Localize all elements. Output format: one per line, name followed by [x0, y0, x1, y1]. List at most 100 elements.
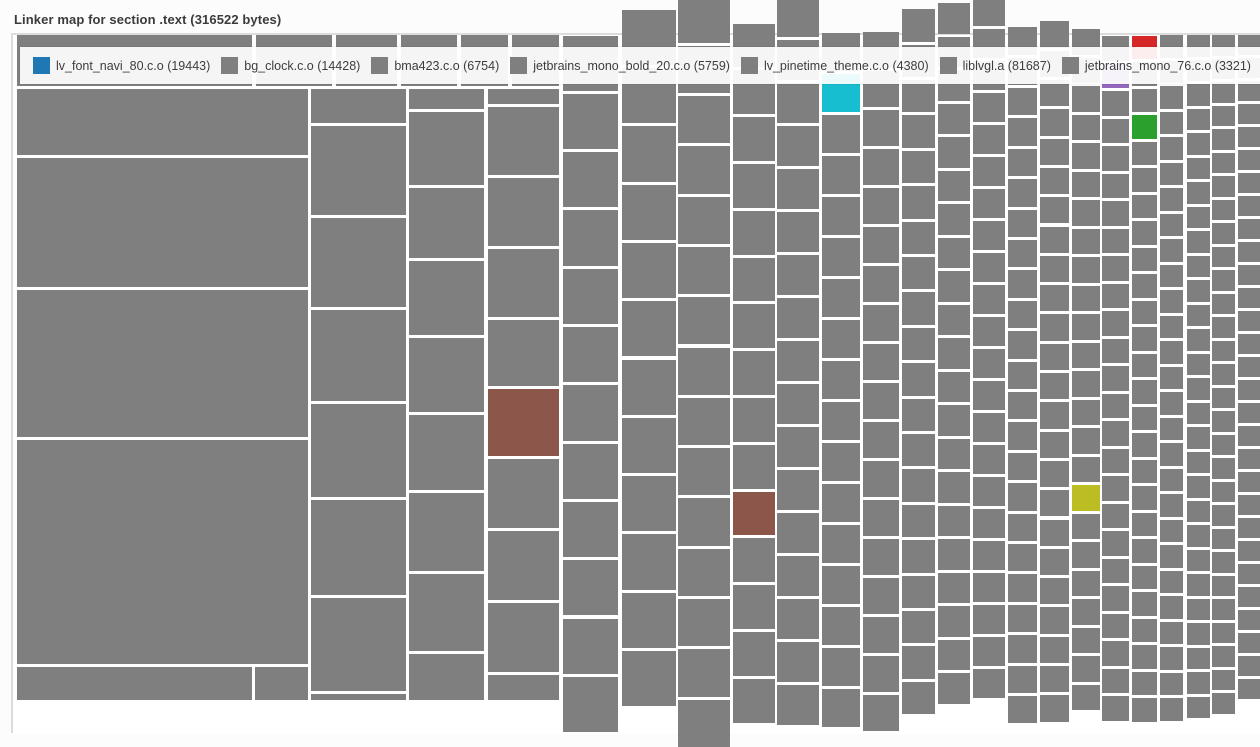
treemap-cell[interactable]	[1212, 575, 1235, 596]
treemap-cell[interactable]	[1160, 137, 1183, 160]
treemap-cell[interactable]	[1238, 311, 1260, 331]
treemap-cell[interactable]	[1187, 329, 1210, 351]
treemap-cell[interactable]	[1212, 270, 1235, 291]
treemap-cell[interactable]	[1072, 114, 1100, 140]
treemap-cell[interactable]	[1102, 531, 1129, 556]
treemap-cell[interactable]	[1160, 264, 1183, 287]
treemap-cell[interactable]	[1212, 317, 1235, 338]
treemap-cell[interactable]	[17, 290, 308, 437]
treemap-cell[interactable]	[733, 678, 775, 723]
treemap-cell[interactable]	[678, 96, 730, 144]
treemap-cell[interactable]	[1238, 104, 1260, 124]
treemap-cell[interactable]	[822, 648, 860, 686]
treemap-cell[interactable]	[1187, 108, 1210, 130]
treemap-cell[interactable]	[1132, 327, 1157, 351]
treemap-cell[interactable]	[1102, 586, 1129, 611]
treemap-cell[interactable]	[1132, 221, 1157, 245]
treemap-cell[interactable]	[777, 341, 819, 381]
treemap-cell[interactable]	[1187, 304, 1210, 326]
treemap-cell[interactable]	[938, 539, 970, 570]
treemap-cell[interactable]	[1160, 392, 1183, 415]
treemap-cell[interactable]	[1212, 505, 1235, 526]
treemap-cell[interactable]	[938, 204, 970, 235]
treemap-cell[interactable]	[1187, 280, 1210, 302]
treemap-cell[interactable]	[973, 317, 1005, 346]
treemap-cell[interactable]	[1238, 357, 1260, 377]
treemap-cell[interactable]	[311, 404, 406, 497]
treemap-cell[interactable]	[1008, 665, 1037, 693]
treemap-cell[interactable]	[1102, 118, 1129, 143]
treemap-cell[interactable]	[1072, 285, 1100, 311]
treemap-cell[interactable]	[938, 304, 970, 335]
treemap-cell[interactable]	[1008, 513, 1037, 541]
treemap-cell[interactable]	[622, 651, 676, 707]
treemap-cell[interactable]	[678, 246, 730, 295]
treemap-cell[interactable]	[1132, 353, 1157, 377]
treemap-cell[interactable]	[733, 210, 775, 255]
treemap-cell[interactable]	[678, 146, 730, 194]
treemap-cell[interactable]	[1212, 364, 1235, 385]
treemap-cell[interactable]	[409, 112, 484, 185]
treemap-cell[interactable]	[678, 0, 730, 43]
treemap-cell[interactable]	[1132, 406, 1157, 430]
treemap-cell[interactable]	[1008, 118, 1037, 146]
treemap-cell[interactable]	[902, 575, 935, 608]
treemap-cell[interactable]	[1040, 226, 1069, 253]
treemap-cell[interactable]	[1132, 512, 1157, 536]
treemap-cell[interactable]	[1132, 300, 1157, 324]
treemap-cell[interactable]	[973, 253, 1005, 282]
treemap-cell[interactable]	[1212, 434, 1235, 455]
treemap-cell[interactable]	[409, 261, 484, 335]
treemap-cell[interactable]	[1132, 433, 1157, 457]
treemap-cell[interactable]	[973, 189, 1005, 218]
treemap-cell[interactable]	[563, 268, 618, 324]
treemap-cell[interactable]	[1072, 570, 1100, 596]
treemap-cell[interactable]	[1102, 311, 1129, 336]
treemap-cell[interactable]	[1187, 427, 1210, 449]
treemap-cell[interactable]	[1212, 129, 1235, 150]
treemap-cell[interactable]	[1008, 148, 1037, 177]
treemap-cell[interactable]	[311, 598, 406, 691]
treemap-cell[interactable]	[733, 117, 775, 161]
treemap-cell[interactable]	[1160, 341, 1183, 364]
treemap-cell[interactable]	[822, 443, 860, 481]
treemap-cell[interactable]	[1132, 618, 1157, 642]
treemap-cell[interactable]	[863, 266, 899, 302]
treemap-cell[interactable]	[733, 304, 775, 349]
treemap-cell[interactable]	[777, 556, 819, 596]
treemap-cell[interactable]	[822, 525, 860, 563]
treemap-cell[interactable]	[733, 398, 775, 442]
treemap-cell[interactable]	[1160, 213, 1183, 236]
treemap-cell[interactable]	[17, 440, 308, 664]
treemap-cell[interactable]	[863, 227, 899, 263]
treemap-cell[interactable]	[1102, 338, 1129, 363]
treemap-cell[interactable]	[1040, 460, 1069, 488]
treemap-cell[interactable]	[1238, 541, 1260, 561]
treemap-cell[interactable]	[1238, 610, 1260, 630]
treemap-cell[interactable]	[863, 578, 899, 614]
treemap-cell[interactable]	[1160, 315, 1183, 338]
treemap-cell[interactable]	[1008, 696, 1037, 724]
treemap-cell[interactable]	[1132, 565, 1157, 589]
treemap-cell[interactable]	[488, 107, 559, 175]
treemap-cell[interactable]	[1238, 633, 1260, 653]
treemap-cell[interactable]	[863, 149, 899, 185]
treemap-cell[interactable]	[563, 93, 618, 150]
treemap-cell[interactable]	[1008, 179, 1037, 207]
treemap-cell[interactable]	[1040, 607, 1069, 634]
treemap-cell[interactable]	[1160, 621, 1183, 644]
treemap-cell[interactable]	[1212, 481, 1235, 502]
treemap-cell[interactable]	[1072, 143, 1100, 169]
treemap-cell[interactable]	[1238, 150, 1260, 170]
treemap-cell[interactable]	[733, 164, 775, 208]
treemap-cell[interactable]	[733, 538, 775, 583]
treemap-cell-highlight[interactable]	[1072, 485, 1100, 511]
treemap-cell[interactable]	[1238, 656, 1260, 676]
treemap-cell[interactable]	[678, 498, 730, 546]
treemap-cell[interactable]	[973, 381, 1005, 410]
treemap-cell[interactable]	[1072, 513, 1100, 539]
treemap-cell[interactable]	[822, 484, 860, 522]
treemap-cell[interactable]	[678, 649, 730, 697]
treemap-cell[interactable]	[1102, 201, 1129, 226]
treemap-cell[interactable]	[938, 371, 970, 402]
